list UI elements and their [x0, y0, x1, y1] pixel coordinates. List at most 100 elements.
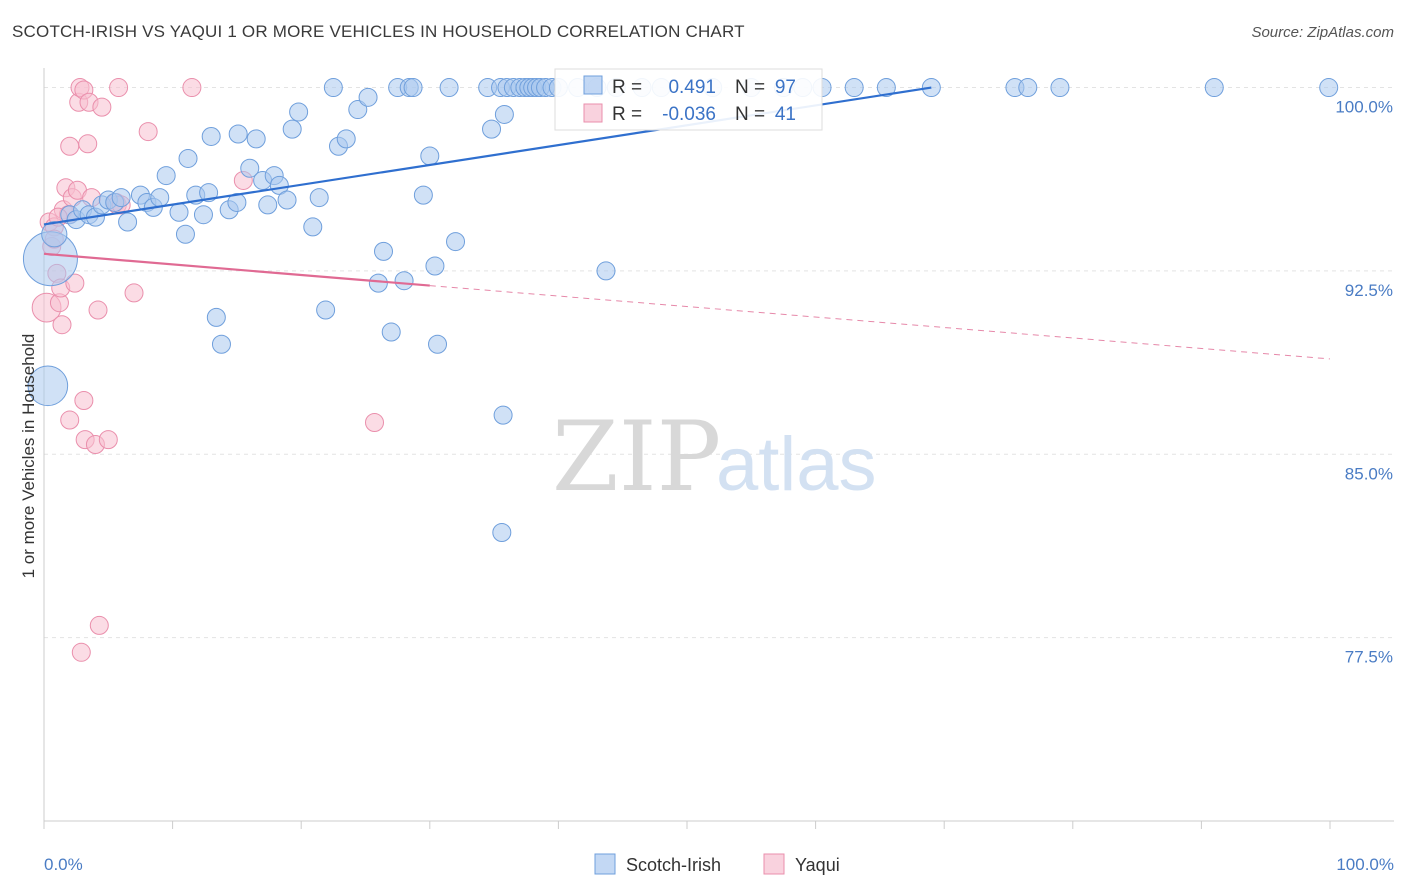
yaqui-point	[60, 410, 80, 430]
watermark-atlas: atlas	[716, 422, 877, 507]
legend-n-label-scotch-irish: N =	[735, 77, 765, 98]
scotch-irish-point	[1204, 78, 1224, 98]
legend-n-value-yaqui: 41	[775, 104, 796, 125]
bottom-legend-swatch-yaqui	[763, 853, 785, 875]
watermark-zip: ZIP	[552, 401, 721, 513]
scotch-irish-point	[420, 146, 440, 166]
scotch-irish-point	[228, 124, 248, 144]
legend-swatch-yaqui	[583, 103, 603, 123]
scotch-irish-point	[876, 78, 896, 98]
scotch-irish-point	[413, 185, 433, 205]
chart-title: SCOTCH-IRISH VS YAQUI 1 OR MORE VEHICLES…	[12, 22, 745, 41]
scotch-irish-point	[844, 78, 864, 98]
yaqui-point	[124, 283, 144, 303]
yaqui-point	[52, 315, 72, 335]
yaqui-point	[71, 642, 91, 662]
watermark: ZIP atlas	[552, 401, 877, 513]
scotch-irish-point	[1319, 78, 1339, 98]
x-ticks	[43, 821, 1331, 829]
yaqui-point	[74, 390, 94, 410]
legend-n-value-scotch-irish: 97	[775, 77, 796, 98]
yaqui-points	[31, 78, 385, 662]
yaqui-point	[109, 78, 129, 98]
yaqui-point	[98, 430, 118, 450]
yaqui-point	[88, 300, 108, 320]
scotch-irish-point	[201, 126, 221, 146]
scotch-irish-point	[1050, 78, 1070, 98]
scotch-irish-point	[323, 78, 343, 98]
scotch-irish-point	[493, 405, 513, 425]
legend-n-label-yaqui: N =	[735, 104, 765, 125]
yaqui-point	[78, 134, 98, 154]
scotch-irish-point	[27, 365, 69, 407]
scotch-irish-point	[41, 221, 68, 248]
scotch-irish-point	[374, 241, 394, 261]
yaqui-point	[138, 122, 158, 142]
scotch-irish-points	[22, 78, 1339, 543]
y-tick-label: 92.5%	[1345, 281, 1393, 300]
y-tick-label: 100.0%	[1335, 98, 1393, 117]
scotch-irish-point	[381, 322, 401, 342]
yaqui-point	[65, 273, 85, 293]
yaqui-trend-extension	[429, 285, 1331, 360]
axes	[43, 68, 1394, 822]
scotch-irish-point	[227, 192, 247, 212]
y-axis-label: 1 or more Vehicles in Household	[19, 334, 38, 579]
legend-swatch-scotch-irish	[583, 75, 603, 95]
scotch-irish-point	[282, 119, 302, 139]
scotch-irish-point	[175, 224, 195, 244]
legend-r-label-scotch-irish: R =	[612, 77, 642, 98]
bottom-legend-label-yaqui: Yaqui	[795, 855, 840, 875]
scotch-irish-point	[150, 188, 170, 208]
scotch-irish-point	[482, 119, 502, 139]
x-tick-label-min: 0.0%	[44, 855, 83, 874]
legend-r-value-scotch-irish: 0.491	[668, 77, 716, 98]
x-tick-label-max: 100.0%	[1336, 855, 1394, 874]
scotch-irish-point	[246, 129, 266, 149]
y-tick-labels: 100.0% 92.5% 85.0% 77.5%	[1335, 98, 1393, 667]
scotch-irish-point	[428, 334, 448, 354]
y-tick-label: 85.0%	[1345, 464, 1393, 483]
yaqui-point	[60, 136, 80, 156]
y-tick-label: 77.5%	[1345, 648, 1393, 667]
yaqui-point	[89, 615, 109, 635]
scotch-irish-point	[394, 271, 414, 291]
scotch-irish-point	[596, 261, 616, 281]
scotch-irish-point	[258, 195, 278, 215]
scotch-irish-point	[169, 202, 189, 222]
scotch-irish-point	[199, 183, 219, 203]
scotch-irish-point	[316, 300, 336, 320]
bottom-legend-label-scotch-irish: Scotch-Irish	[626, 855, 721, 875]
legend-r-value-yaqui: -0.036	[662, 104, 716, 125]
scotch-irish-point	[211, 334, 231, 354]
scotch-irish-point	[336, 129, 356, 149]
scotch-irish-point	[439, 78, 459, 98]
scotch-irish-point	[111, 188, 131, 208]
scotch-irish-point	[425, 256, 445, 276]
scotch-irish-point	[403, 78, 423, 98]
scotch-irish-point	[358, 87, 378, 107]
scotch-irish-point	[368, 273, 388, 293]
scotch-irish-point	[1018, 78, 1038, 98]
yaqui-point	[92, 97, 112, 117]
legend-box: R = 0.491 N = 97 R = -0.036 N = 41	[554, 68, 823, 131]
yaqui-trend-line	[43, 252, 430, 287]
scotch-irish-point	[193, 205, 213, 225]
legend-r-label-yaqui: R =	[612, 104, 642, 125]
scotch-irish-point	[494, 104, 514, 124]
scotch-irish-point	[348, 100, 368, 120]
scotch-irish-point	[206, 307, 226, 327]
scotch-irish-point	[309, 188, 329, 208]
scotch-irish-point	[118, 212, 138, 232]
scotch-irish-point	[156, 166, 176, 186]
bottom-legend: Scotch-Irish Yaqui	[594, 853, 840, 875]
scotch-irish-point	[178, 148, 198, 168]
scotch-irish-point	[446, 232, 466, 252]
yaqui-point	[182, 78, 202, 98]
scotch-irish-point	[277, 190, 297, 210]
source-label: Source: ZipAtlas.com	[1251, 24, 1394, 41]
yaqui-point	[365, 412, 385, 432]
scotch-irish-point	[240, 158, 260, 178]
scotch-irish-point	[303, 217, 323, 237]
